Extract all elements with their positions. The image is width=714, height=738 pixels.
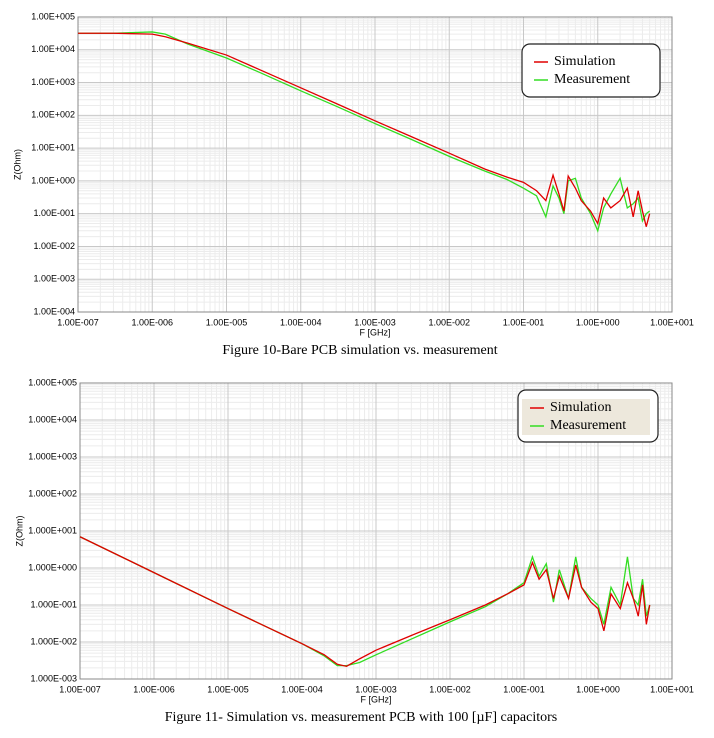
x-tick-label: 1.00E-004 — [281, 684, 323, 694]
plot-frame — [77, 16, 673, 313]
series-line — [78, 32, 651, 227]
legend-label: Measurement — [554, 72, 630, 87]
x-tick-label: 1.00E-002 — [429, 684, 471, 694]
y-tick-label: 1.00E+005 — [31, 11, 75, 21]
x-tick-label: 1.00E+000 — [576, 684, 620, 694]
legend-label: Simulation — [550, 400, 611, 415]
x-tick-label: 1.00E-004 — [280, 317, 322, 327]
y-tick-label: 1.00E+004 — [31, 44, 75, 54]
x-tick-label: 1.00E-003 — [354, 317, 396, 327]
y-tick-label: 1.000E+003 — [28, 451, 77, 461]
x-axis-label: F [GHz] — [360, 327, 391, 337]
y-tick-label: 1.00E-001 — [33, 208, 75, 218]
x-tick-label: 1.00E-001 — [503, 684, 545, 694]
x-tick-label: 1.00E+001 — [650, 317, 694, 327]
y-tick-label: 1.000E+000 — [28, 562, 77, 572]
x-tick-label: 1.00E-006 — [133, 684, 175, 694]
x-tick-label: 1.00E-006 — [131, 317, 173, 327]
series-line — [78, 31, 651, 233]
y-tick-label: 1.000E+002 — [28, 488, 77, 498]
legend-background — [522, 399, 650, 435]
x-tick-label: 1.00E+000 — [576, 317, 620, 327]
legend-label: Measurement — [550, 418, 626, 433]
y-tick-label: 1.00E+000 — [31, 175, 75, 185]
y-tick-label: 1.00E+001 — [31, 142, 75, 152]
x-tick-label: 1.00E-007 — [57, 317, 99, 327]
y-tick-label: 1.000E-001 — [30, 599, 77, 609]
x-tick-label: 1.00E-005 — [206, 317, 248, 327]
x-tick-label: 1.00E-007 — [59, 684, 101, 694]
x-tick-label: 1.00E-003 — [355, 684, 397, 694]
series-line — [79, 536, 651, 668]
y-tick-label: 1.000E-003 — [30, 673, 77, 683]
figure-caption: Figure 11- Simulation vs. measurement PC… — [165, 710, 558, 725]
plot-frame — [79, 382, 673, 680]
figure-caption: Figure 10-Bare PCB simulation vs. measur… — [222, 343, 497, 358]
x-tick-label: 1.00E-002 — [428, 317, 470, 327]
y-tick-label: 1.00E-004 — [33, 306, 75, 316]
y-axis-label: Z(Ohm) — [12, 149, 22, 180]
y-tick-label: 1.00E+002 — [31, 110, 75, 120]
x-tick-label: 1.00E-005 — [207, 684, 249, 694]
y-tick-label: 1.00E-002 — [33, 241, 75, 251]
y-tick-label: 1.000E+001 — [28, 525, 77, 535]
y-tick-label: 1.00E+003 — [31, 77, 75, 87]
x-tick-label: 1.00E+001 — [650, 684, 694, 694]
x-axis-label: F [GHz] — [361, 694, 392, 704]
y-tick-label: 1.000E+005 — [28, 377, 77, 387]
y-tick-label: 1.000E+004 — [28, 414, 77, 424]
y-axis-label: Z(Ohm) — [14, 516, 24, 547]
y-tick-label: 1.00E-003 — [33, 274, 75, 284]
legend-label: Simulation — [554, 54, 615, 69]
y-tick-label: 1.000E-002 — [30, 636, 77, 646]
legend-box — [521, 43, 661, 98]
x-tick-label: 1.00E-001 — [503, 317, 545, 327]
